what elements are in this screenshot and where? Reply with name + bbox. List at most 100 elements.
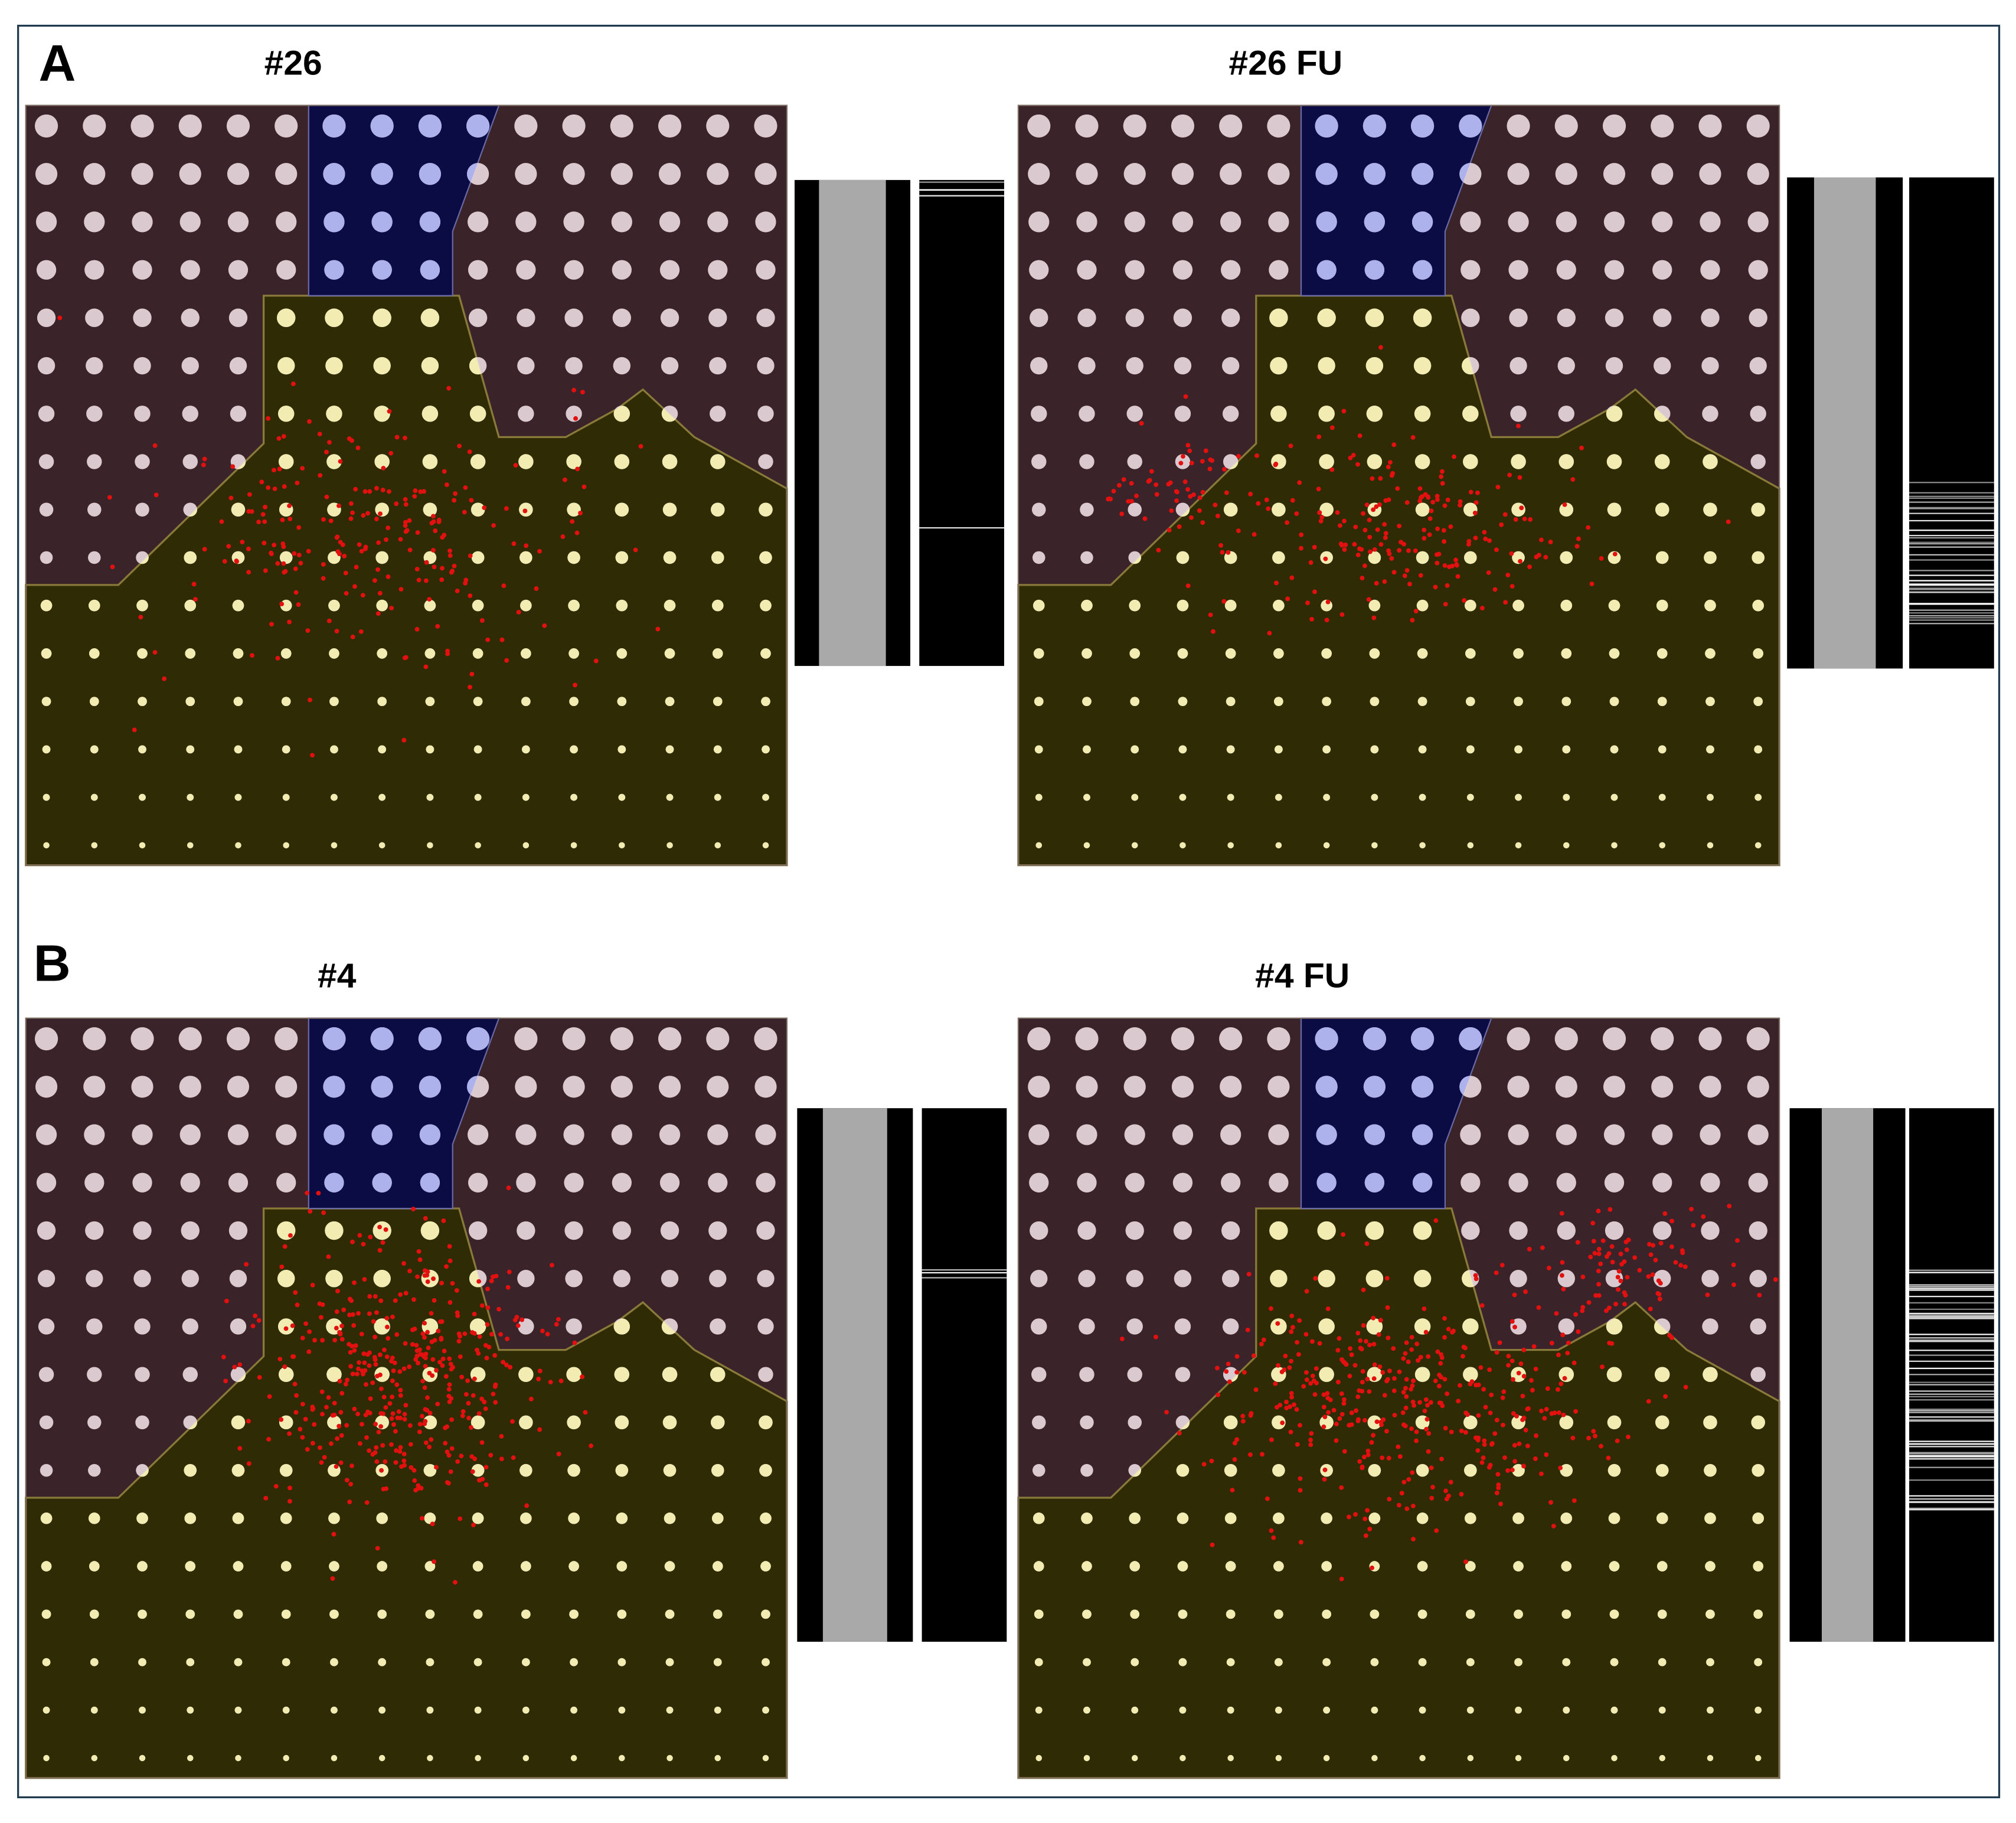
electrode [468,260,488,280]
electrode [1652,211,1673,233]
electrode [664,1561,675,1572]
side-strips [1787,177,1994,669]
electrode [1130,1609,1140,1619]
red-point [1359,547,1364,552]
red-point [1554,1311,1559,1316]
electrode [564,1221,583,1240]
electrode [1035,793,1043,801]
electrode [1417,1561,1428,1572]
electrode [1511,454,1526,469]
electrode [566,1318,582,1335]
red-point [440,535,445,540]
red-point [1371,1376,1377,1381]
electrode [377,648,387,659]
electrode [1509,1221,1528,1240]
red-point [573,682,577,688]
electrode [1269,1221,1288,1240]
electrode [759,502,773,517]
figure-border [17,24,2001,1799]
electrode [1128,502,1142,517]
red-point [324,1404,329,1410]
red-point [1457,1383,1462,1388]
electrode [1131,842,1138,849]
electrode [708,260,728,280]
red-point [1362,563,1367,569]
electrode [758,454,773,469]
red-point [429,1311,434,1316]
red-point [379,1386,384,1391]
red-point [1526,1406,1531,1411]
electrode [1411,163,1434,185]
red-point [1348,455,1353,460]
electrode [331,842,338,849]
electrode [1222,406,1239,422]
red-point [1366,597,1371,602]
electrode [1363,1076,1386,1098]
red-point [1518,558,1523,564]
red-point [390,1378,395,1383]
red-point [1576,536,1581,541]
electrode [1610,745,1619,754]
electrode [1273,1512,1285,1524]
electrode [1364,1124,1386,1145]
electrode [562,114,586,138]
electrode [1609,648,1620,659]
electrode [1467,1755,1474,1762]
electrode [1224,1512,1237,1524]
red-point [377,1247,383,1253]
electrode [426,1706,434,1714]
electrode [89,648,100,659]
red-point [263,1495,269,1501]
electrode [570,1755,577,1762]
red-point [1289,1314,1295,1318]
electrode [227,211,249,233]
electrode [707,211,728,233]
electrode [757,357,775,375]
electrode [1610,1706,1618,1714]
red-point [1351,453,1356,458]
red-point [1316,434,1322,439]
electrode [1557,1221,1576,1240]
electrode [713,1609,723,1619]
electrode [1748,1172,1768,1193]
red-point [1517,1441,1522,1446]
panel-title: #26 [264,44,322,82]
electrode [659,211,681,233]
red-point [1168,480,1173,485]
red-point [259,479,264,485]
red-point [1355,1331,1361,1336]
red-point [1533,1367,1538,1371]
red-point [1438,1361,1443,1366]
electrode [1321,648,1332,659]
red-point [447,1382,452,1387]
electrode [1701,1221,1720,1240]
electrode [1171,1027,1195,1051]
red-point [496,1306,501,1312]
red-point [305,1190,310,1195]
electrode [1559,1415,1574,1430]
red-point [1499,522,1504,527]
electrode [610,163,633,185]
red-point [469,1425,473,1430]
electrode [521,648,531,659]
red-point [246,546,251,551]
red-point [1329,425,1335,430]
electrode [616,1512,628,1524]
red-point [403,529,409,534]
electrode [520,599,532,612]
red-point [1245,1327,1250,1332]
electrode [1032,551,1045,564]
red-point [423,1364,428,1369]
electrode [661,1270,679,1288]
artwork [25,104,1994,1779]
red-point [1558,1465,1563,1471]
red-point [1335,510,1340,515]
red-point [423,578,429,583]
red-point [348,501,354,506]
red-point [1376,1332,1381,1337]
red-point [355,1371,360,1377]
red-point [413,488,418,494]
red-point [1295,1442,1300,1447]
electrode [713,697,723,707]
red-point [1607,1305,1612,1311]
